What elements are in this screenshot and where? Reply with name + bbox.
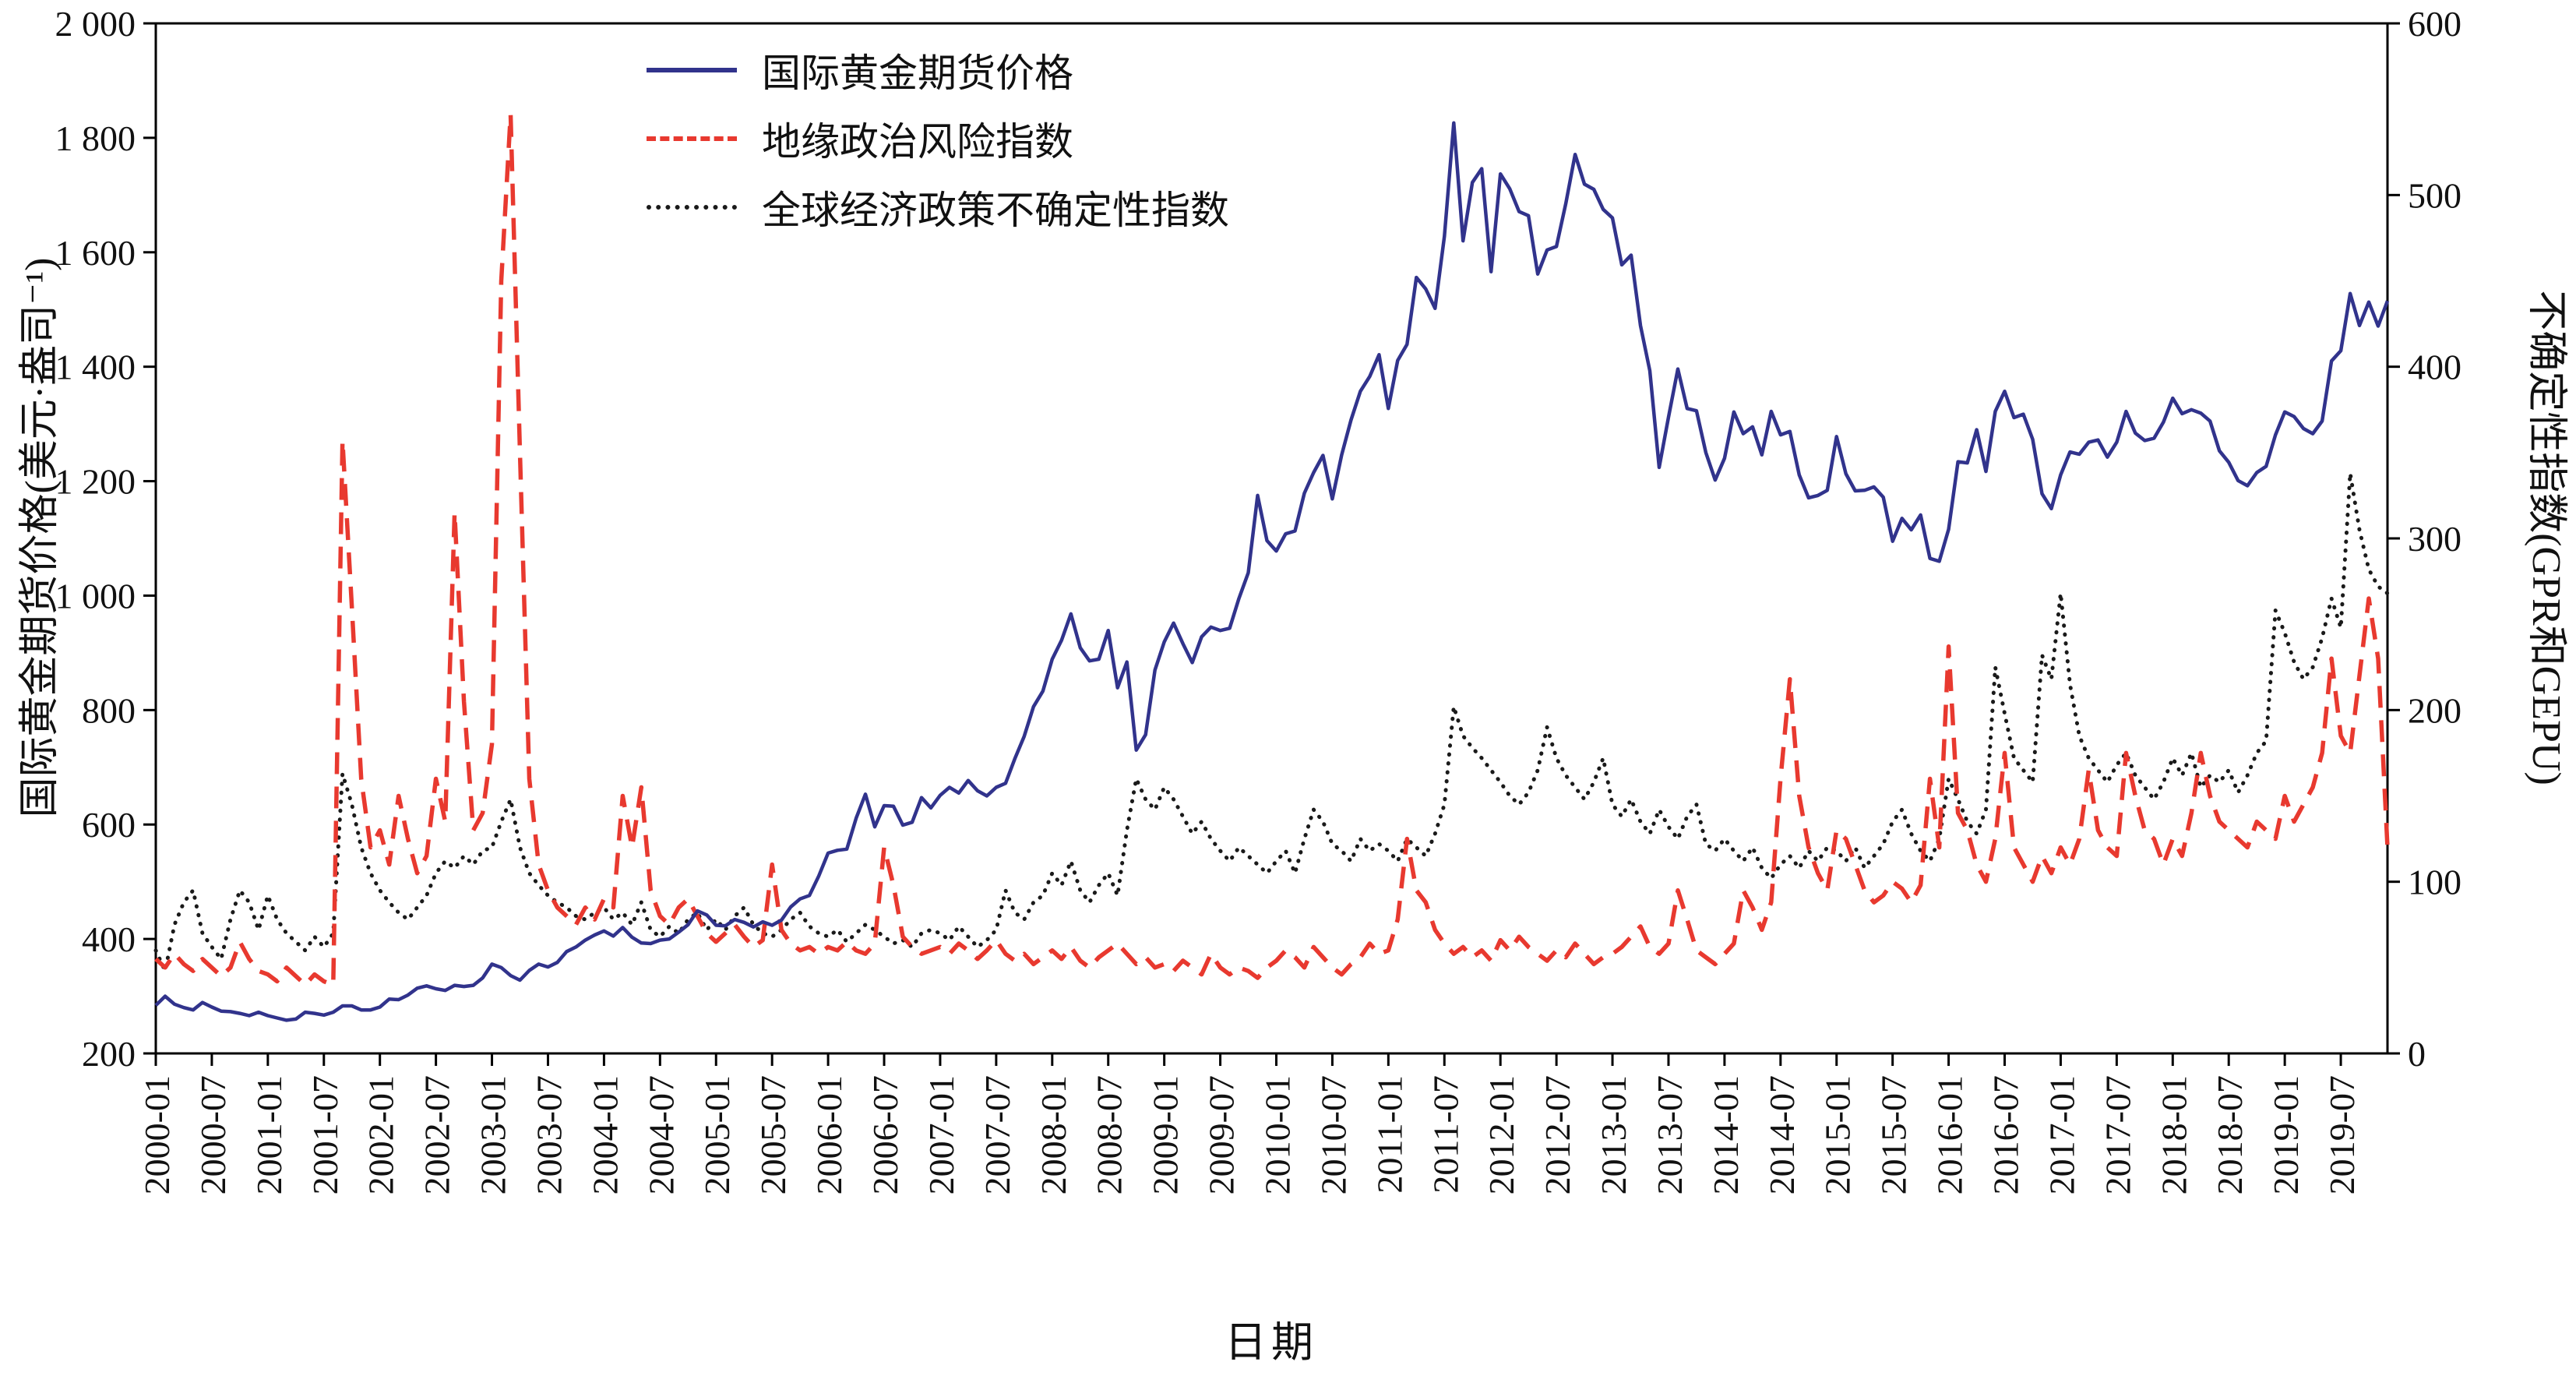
svg-text:2018-01: 2018-01	[2154, 1075, 2194, 1194]
svg-text:2002-01: 2002-01	[361, 1075, 401, 1194]
svg-text:2019-07: 2019-07	[2322, 1075, 2362, 1194]
legend-line-solid	[647, 68, 737, 72]
svg-text:2003-01: 2003-01	[474, 1075, 513, 1194]
series-line-gold-price	[154, 121, 2390, 1022]
svg-text:800: 800	[82, 690, 136, 730]
svg-text:2004-07: 2004-07	[641, 1075, 681, 1194]
svg-text:2015-01: 2015-01	[1818, 1075, 1858, 1194]
svg-text:2006-07: 2006-07	[865, 1075, 905, 1194]
svg-text:2009-07: 2009-07	[1202, 1075, 1242, 1194]
svg-text:300: 300	[2408, 519, 2461, 559]
series-line-gpr	[154, 112, 2390, 987]
svg-text:2004-01: 2004-01	[585, 1075, 625, 1194]
svg-text:2 000: 2 000	[55, 4, 136, 44]
svg-text:1 600: 1 600	[55, 233, 136, 273]
svg-text:2005-07: 2005-07	[753, 1075, 793, 1194]
legend-line-dotted	[647, 205, 737, 210]
svg-text:2019-01: 2019-01	[2266, 1075, 2306, 1194]
svg-text:2001-01: 2001-01	[249, 1075, 289, 1194]
svg-text:2012-07: 2012-07	[1538, 1075, 1577, 1194]
svg-text:2000-01: 2000-01	[137, 1075, 177, 1194]
svg-text:2003-07: 2003-07	[529, 1075, 569, 1194]
svg-text:0: 0	[2408, 1034, 2426, 1074]
svg-text:2007-01: 2007-01	[922, 1075, 961, 1194]
legend-label-gepu: 全球经济政策不确定性指数	[762, 189, 1229, 232]
svg-text:600: 600	[2408, 4, 2461, 44]
svg-text:2007-07: 2007-07	[978, 1075, 1017, 1194]
svg-text:2006-01: 2006-01	[809, 1075, 849, 1194]
svg-text:2001-07: 2001-07	[305, 1075, 345, 1194]
svg-text:100: 100	[2408, 863, 2461, 902]
svg-text:1 200: 1 200	[55, 462, 136, 502]
svg-text:2014-01: 2014-01	[1706, 1075, 1746, 1194]
svg-text:2010-07: 2010-07	[1313, 1075, 1353, 1194]
svg-text:1 800: 1 800	[55, 118, 136, 158]
svg-text:200: 200	[2408, 690, 2461, 730]
svg-text:2010-01: 2010-01	[1257, 1075, 1297, 1194]
legend-label-gpr: 地缘政治风险指数	[762, 120, 1073, 164]
svg-text:1 400: 1 400	[55, 348, 136, 387]
svg-text:2013-01: 2013-01	[1594, 1075, 1633, 1194]
svg-text:2016-01: 2016-01	[1930, 1075, 1970, 1194]
svg-text:2002-07: 2002-07	[418, 1075, 457, 1194]
legend-item-gepu: 全球经济政策不确定性指数	[647, 173, 1229, 242]
legend-item-gold-price: 国际黄金期货价格	[647, 36, 1229, 104]
svg-text:2011-01: 2011-01	[1369, 1075, 1409, 1194]
svg-text:400: 400	[2408, 348, 2461, 387]
svg-text:2017-07: 2017-07	[2098, 1075, 2137, 1194]
svg-text:2009-01: 2009-01	[1146, 1075, 1186, 1194]
svg-text:2013-07: 2013-07	[1650, 1075, 1690, 1194]
svg-text:600: 600	[82, 805, 136, 845]
left-axis-title: 国际黄金期货价格(美元·盎司⁻¹)	[18, 257, 62, 818]
legend-item-gpr: 地缘政治风险指数	[647, 104, 1229, 173]
svg-text:2018-07: 2018-07	[2210, 1075, 2250, 1194]
x-axis-title: 日期	[1225, 1319, 1318, 1366]
axis-tick-labels: 200 400 600 800 1 000 1 200 1 400 1 600 1 800 2 0…	[55, 4, 2462, 1194]
legend-label-gold-price: 国际黄金期货价格	[762, 51, 1073, 95]
svg-text:2000-07: 2000-07	[193, 1075, 233, 1194]
svg-text:2014-07: 2014-07	[1762, 1075, 1802, 1194]
svg-text:2016-07: 2016-07	[1986, 1075, 2026, 1194]
svg-text:2011-07: 2011-07	[1425, 1075, 1465, 1194]
svg-text:2015-07: 2015-07	[1874, 1075, 1914, 1194]
svg-text:2017-01: 2017-01	[2042, 1075, 2081, 1194]
svg-text:2008-07: 2008-07	[1090, 1075, 1129, 1194]
svg-text:500: 500	[2408, 175, 2461, 215]
svg-text:2008-01: 2008-01	[1034, 1075, 1073, 1194]
svg-text:2012-01: 2012-01	[1482, 1075, 1521, 1194]
legend-line-dashed	[647, 136, 737, 141]
chart-legend: 国际黄金期货价格 地缘政治风险指数 全球经济政策不确定性指数	[647, 36, 1229, 242]
svg-text:400: 400	[82, 919, 136, 959]
right-axis-title: 不确定性指数(GPR和GEPU)	[2524, 290, 2568, 785]
axis-ticks	[143, 22, 2400, 1066]
plot-frame	[154, 22, 2389, 1055]
svg-text:1 000: 1 000	[55, 576, 136, 616]
svg-text:2005-01: 2005-01	[697, 1075, 737, 1194]
svg-text:200: 200	[82, 1034, 136, 1074]
